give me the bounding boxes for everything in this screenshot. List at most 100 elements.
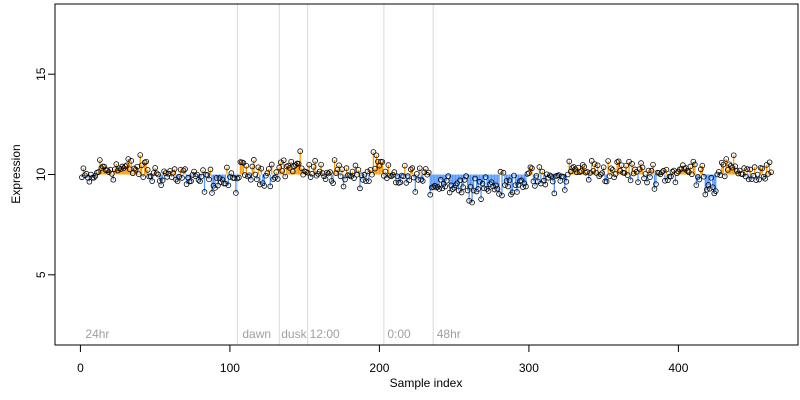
- data-point: [539, 168, 546, 175]
- data-point: [321, 173, 327, 180]
- data-point: [346, 172, 353, 179]
- data-point: [742, 173, 749, 180]
- data-point: [179, 175, 185, 181]
- data-point: [608, 165, 614, 172]
- data-point: [599, 170, 605, 176]
- data-point: [665, 177, 671, 183]
- data-point: [672, 179, 679, 186]
- data-point: [511, 172, 517, 179]
- data-point: [499, 192, 505, 199]
- data-point: [92, 173, 99, 179]
- data-point: [288, 158, 295, 165]
- data-point: [252, 171, 259, 178]
- data-point: [605, 158, 611, 164]
- data-point: [754, 171, 761, 178]
- data-point: [373, 152, 380, 159]
- data-point: [581, 163, 588, 170]
- data-point: [149, 178, 155, 184]
- data-point: [416, 165, 423, 172]
- data-point: [342, 176, 348, 183]
- data-point: [132, 166, 139, 173]
- data-point: [316, 168, 323, 175]
- data-point: [663, 166, 670, 173]
- data-point: [720, 161, 727, 168]
- data-point: [209, 190, 215, 196]
- data-point: [472, 175, 478, 182]
- data-point: [382, 168, 389, 175]
- data-point: [234, 175, 241, 182]
- data-point: [245, 173, 251, 180]
- data-point: [458, 189, 465, 196]
- data-point: [692, 161, 698, 168]
- data-point: [336, 162, 342, 169]
- data-point: [343, 165, 350, 171]
- data-point: [197, 178, 203, 185]
- data-point: [690, 158, 697, 165]
- data-point: [442, 183, 448, 190]
- data-point: [730, 152, 737, 159]
- data-point: [137, 152, 144, 158]
- data-point: [162, 170, 169, 176]
- data-point: [425, 169, 432, 176]
- data-point: [309, 170, 315, 177]
- data-point: [653, 181, 659, 187]
- data-point: [298, 165, 305, 172]
- y-tick-label: 15: [34, 67, 48, 81]
- data-point: [318, 161, 324, 168]
- data-point: [723, 156, 730, 162]
- y-axis: 5 10 15: [34, 67, 56, 278]
- x-tick-label: 0: [77, 361, 84, 375]
- data-point: [159, 177, 166, 184]
- data-point: [712, 188, 719, 194]
- data-point: [289, 168, 296, 175]
- data-point: [572, 166, 579, 172]
- data-point: [609, 167, 616, 173]
- data-point: [419, 178, 426, 184]
- y-tick-label: 10: [34, 168, 48, 182]
- data-point: [222, 180, 229, 187]
- data-point: [650, 161, 656, 168]
- group-label: dusk: [281, 327, 307, 341]
- data-point: [756, 176, 762, 183]
- data-point: [666, 173, 673, 180]
- data-point: [751, 164, 758, 170]
- data-point: [171, 166, 178, 172]
- data-point: [639, 164, 646, 171]
- data-point: [372, 165, 378, 172]
- data-point: [310, 164, 317, 170]
- data-point: [173, 176, 179, 183]
- data-point: [240, 160, 247, 166]
- data-point: [138, 162, 145, 169]
- data-point: [518, 177, 525, 184]
- data-point: [155, 171, 161, 178]
- data-point: [449, 186, 456, 192]
- data-point: [267, 183, 274, 190]
- data-point: [410, 174, 417, 181]
- data-point: [312, 158, 318, 164]
- data-point: [612, 171, 619, 177]
- data-point: [273, 169, 280, 175]
- data-point: [370, 149, 377, 155]
- data-point: [109, 171, 115, 177]
- data-point: [352, 162, 359, 169]
- data-point: [701, 173, 707, 180]
- data-point: [322, 176, 329, 182]
- data-point: [594, 162, 601, 169]
- data-point: [696, 176, 703, 183]
- data-point: [409, 165, 416, 171]
- data-point: [125, 156, 132, 162]
- group-label: dawn: [242, 327, 271, 341]
- data-point: [494, 185, 501, 192]
- y-axis-label: Expression: [9, 144, 23, 203]
- data-point: [521, 180, 528, 187]
- data-point: [636, 166, 643, 172]
- data-point: [122, 163, 129, 170]
- data-point: [331, 157, 338, 163]
- data-point: [418, 176, 425, 183]
- data-point: [325, 170, 332, 177]
- data-point: [475, 186, 481, 192]
- data-point: [213, 175, 220, 181]
- data-point: [271, 174, 278, 181]
- data-point: [588, 158, 595, 164]
- data-point: [355, 167, 362, 173]
